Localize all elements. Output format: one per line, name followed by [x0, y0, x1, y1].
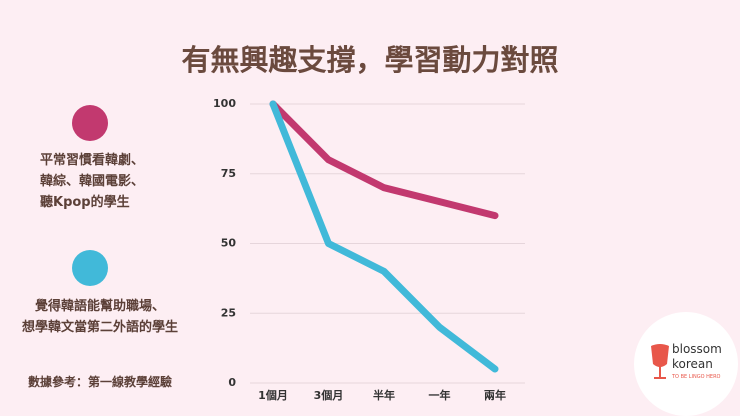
logo-name: blossom korean	[672, 342, 722, 371]
legend-label: 覺得韓語能幫助職場、 想學韓文當第二外語的學生	[22, 299, 179, 335]
y-tick-label: 50	[221, 237, 237, 250]
y-tick-label: 100	[213, 97, 236, 110]
series-line	[269, 100, 499, 220]
x-tick-label: 1個月	[258, 388, 288, 402]
logo-icon	[651, 344, 669, 379]
y-tick-label: 75	[221, 167, 236, 180]
x-tick-label: 半年	[373, 388, 395, 402]
note: 數據參考：第一線教學經驗	[28, 375, 173, 389]
x-tick-label: 一年	[429, 388, 451, 402]
legend-marker	[72, 105, 108, 141]
x-tick-label: 3個月	[314, 388, 344, 402]
logo-tagline: TO BE LINGO HERO	[672, 374, 721, 380]
chart-title: 有無興趣支撐，學習動力對照	[181, 43, 558, 77]
x-tick-label: 兩年	[484, 388, 506, 402]
legend-label: 平常習慣看韓劇、 韓綜、韓國電影、 聽Kpop的學生	[40, 153, 145, 210]
y-tick-label: 25	[221, 306, 236, 319]
legend-marker	[72, 250, 108, 286]
series-line	[269, 100, 499, 373]
logo: blossom korean TO BE LINGO HERO	[634, 312, 738, 416]
y-tick-label: 0	[228, 376, 236, 389]
